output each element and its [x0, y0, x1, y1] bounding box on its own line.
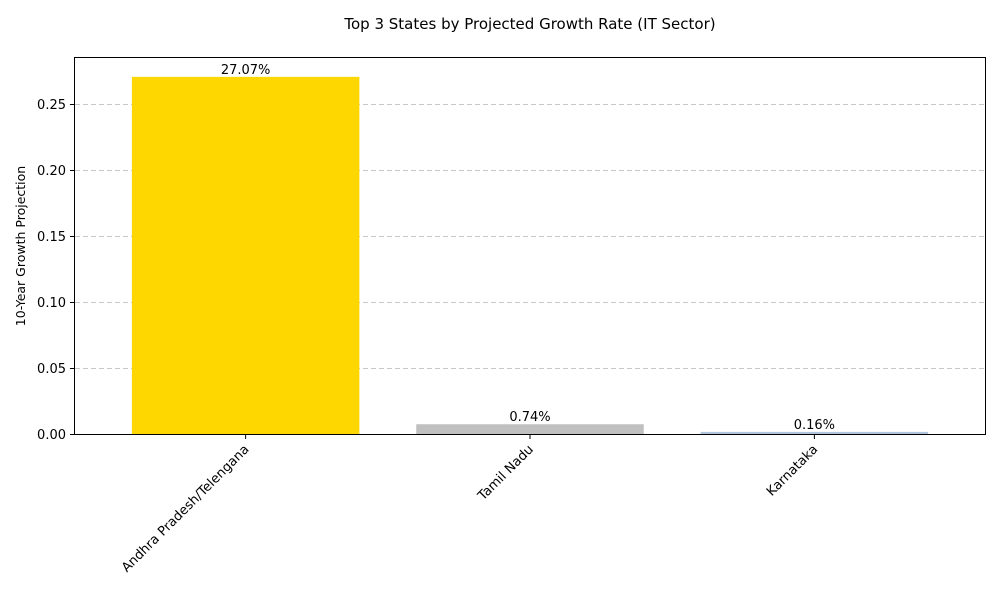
y-tick-label: 0.20	[37, 164, 66, 179]
bar-value-label: 0.16%	[794, 418, 835, 433]
bars	[131, 76, 929, 434]
y-tick-label: 0.00	[37, 428, 66, 443]
bar	[700, 431, 929, 434]
y-tick-label: 0.25	[37, 98, 66, 113]
bar-value-label: 27.07%	[221, 63, 271, 78]
chart-title: Top 3 States by Projected Growth Rate (I…	[343, 15, 715, 33]
x-tick-label: Andhra Pradesh/Telengana	[119, 442, 252, 575]
y-tick-label: 0.05	[37, 362, 66, 377]
y-axis-ticks: 0.00 0.05 0.10 0.15 0.20 0.25	[37, 98, 75, 443]
data-labels: 27.07% 0.74% 0.16%	[221, 63, 835, 433]
y-tick-label: 0.10	[37, 296, 66, 311]
x-axis-ticks: Andhra Pradesh/Telengana Tamil Nadu Karnat…	[119, 434, 821, 576]
bar	[131, 76, 360, 434]
y-tick-label: 0.15	[37, 230, 66, 245]
x-tick-label: Tamil Nadu	[475, 442, 537, 504]
x-tick-label: Karnataka	[764, 442, 821, 499]
bar	[416, 424, 644, 434]
bar-value-label: 0.74%	[509, 410, 550, 425]
y-axis-label: 10-Year Growth Projection	[13, 166, 28, 326]
